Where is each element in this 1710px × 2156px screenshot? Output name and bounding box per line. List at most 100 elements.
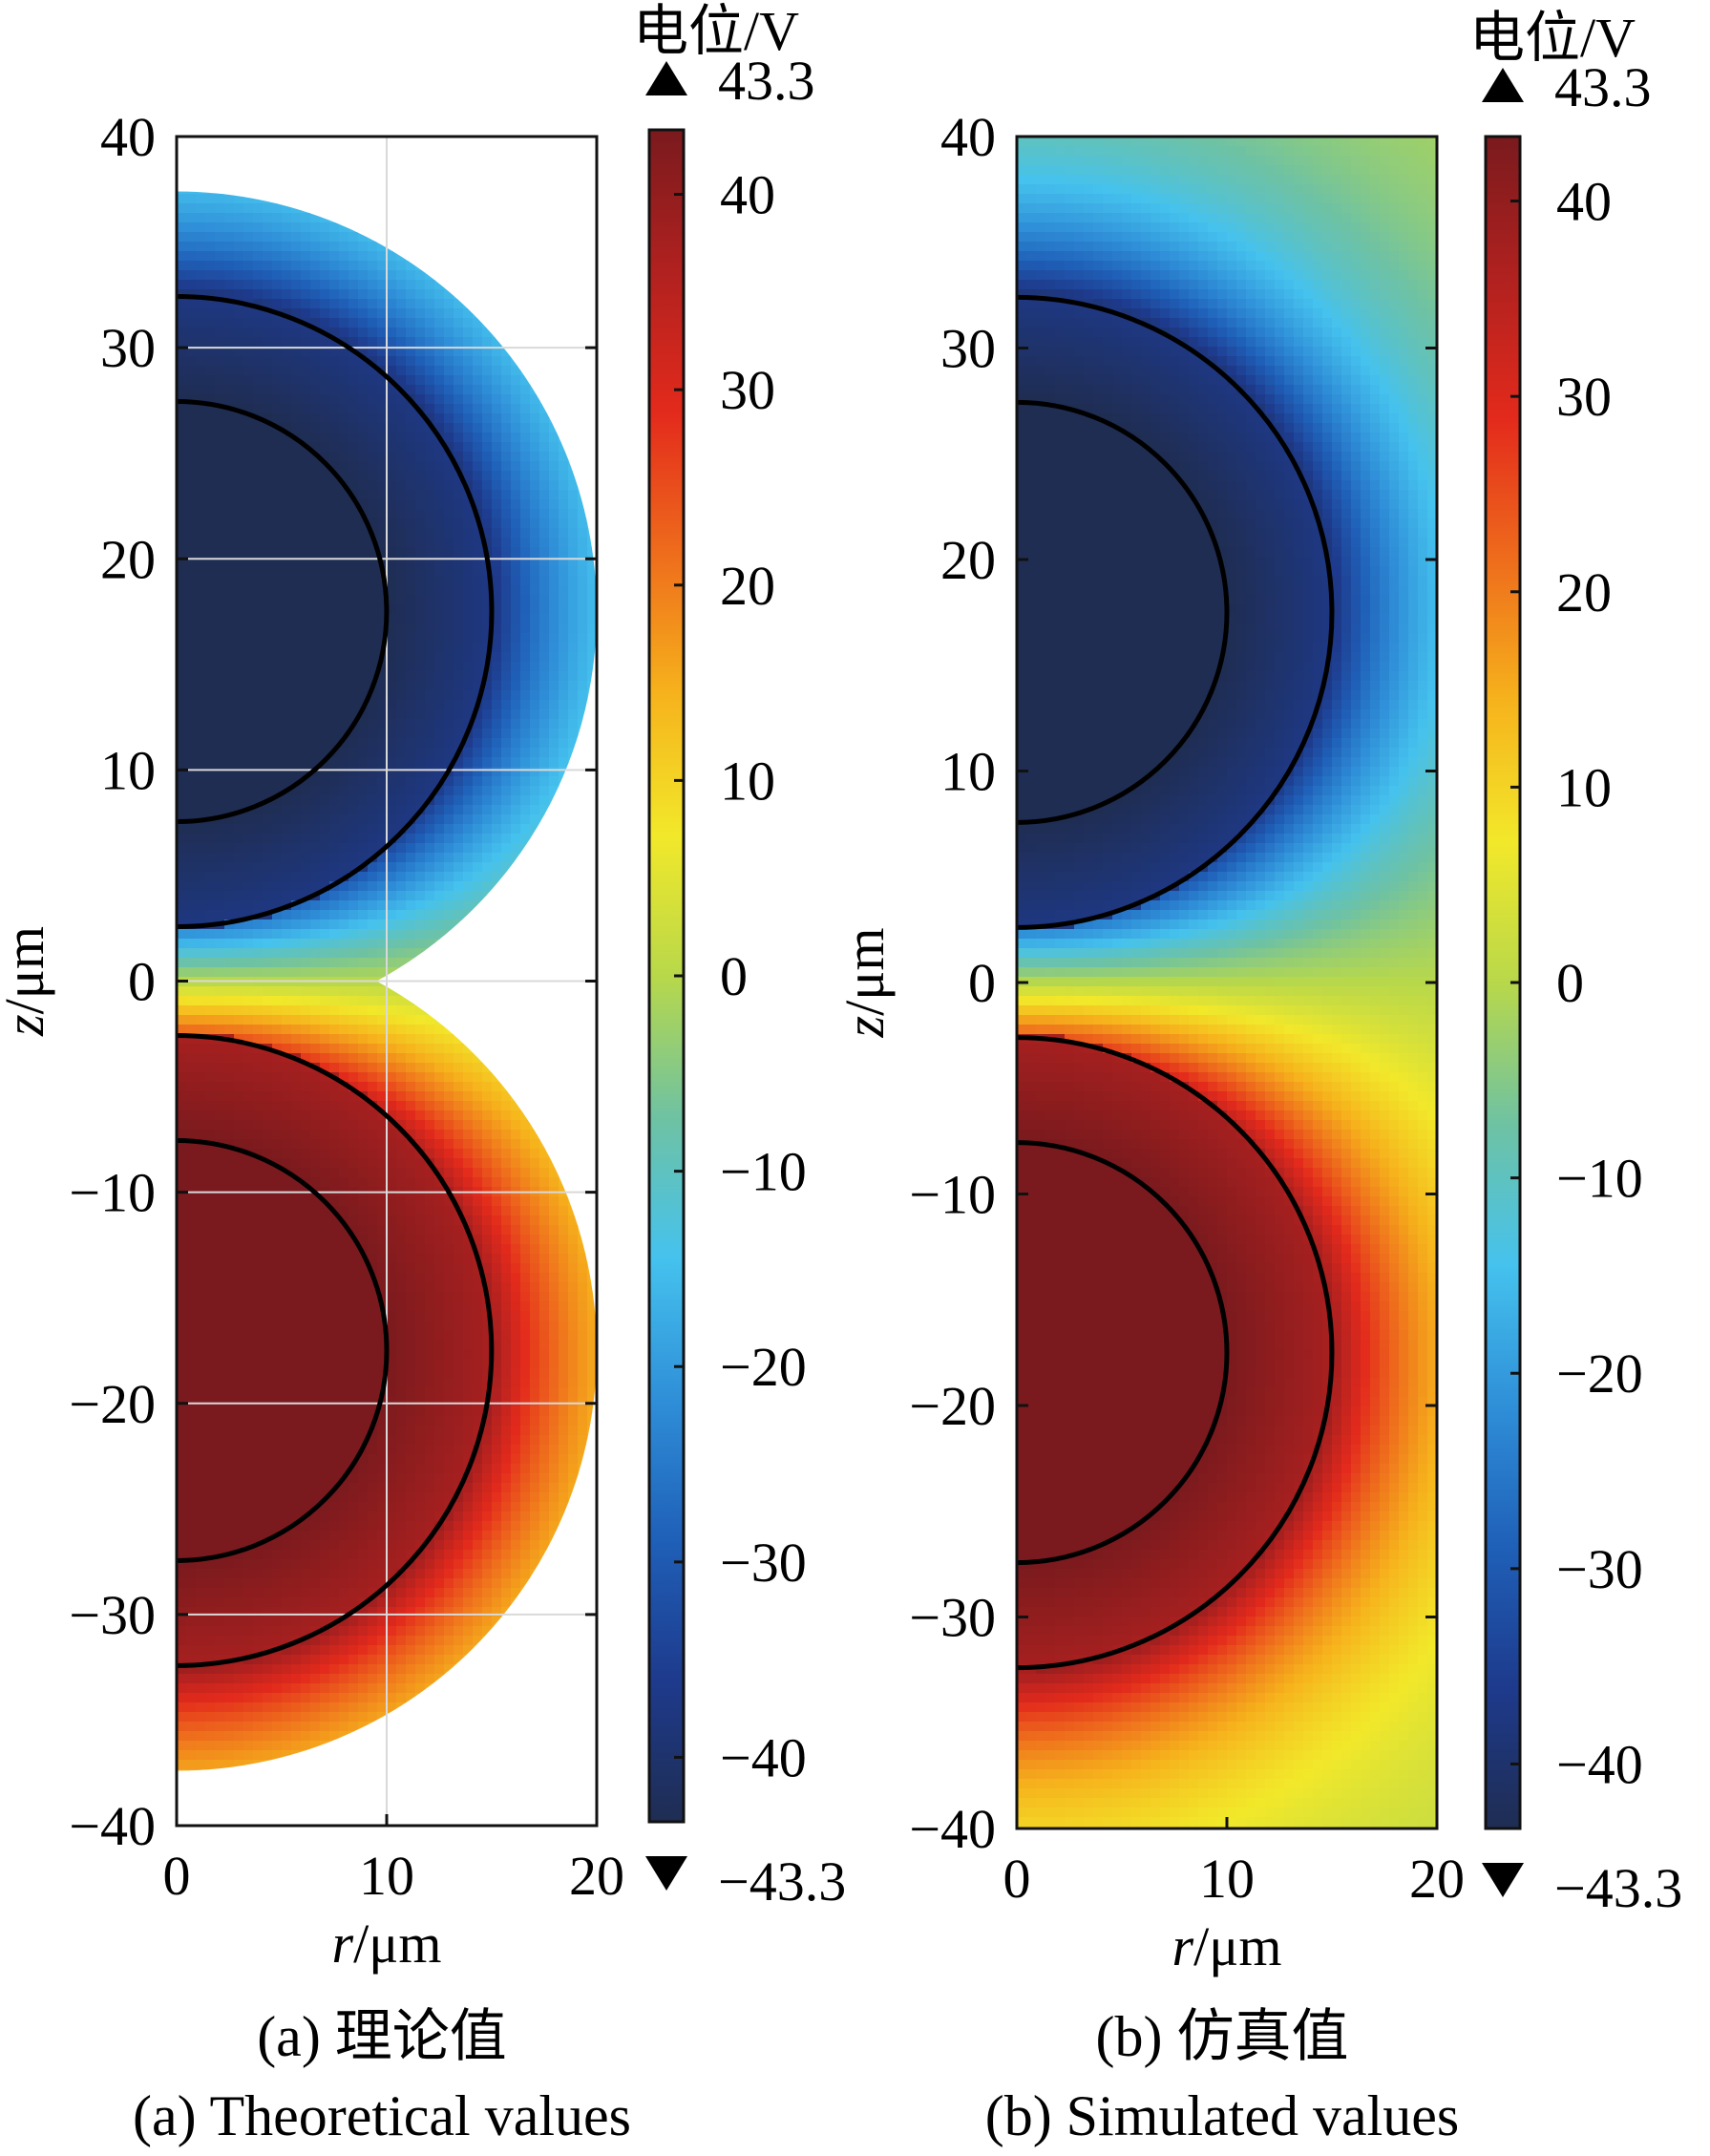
field-cell (444, 996, 454, 1006)
field-cell (215, 557, 225, 567)
field-cell (463, 1072, 474, 1083)
field-cell (549, 604, 559, 615)
field-cell (320, 404, 330, 414)
field-cell (205, 700, 216, 710)
field-cell (406, 900, 416, 911)
field-cell (559, 261, 569, 271)
field-cell (473, 652, 483, 663)
field-cell (578, 146, 588, 157)
field-cell (186, 614, 197, 624)
field-cell (568, 595, 579, 605)
field-cell (177, 1120, 187, 1131)
field-cell (348, 834, 359, 844)
field-cell (434, 137, 445, 147)
field-cell (578, 900, 588, 911)
field-cell (348, 748, 359, 758)
field-cell (339, 662, 349, 672)
field-cell (348, 939, 359, 949)
field-cell (549, 375, 559, 386)
field-cell (348, 1053, 359, 1064)
field-cell (186, 557, 197, 567)
field-cell (243, 767, 254, 777)
field-cell (186, 318, 197, 328)
field-cell (492, 394, 502, 405)
field-cell (348, 366, 359, 376)
field-cell (482, 1130, 493, 1140)
field-cell (234, 1177, 244, 1188)
field-cell (329, 738, 340, 749)
field-cell (205, 1206, 216, 1216)
field-cell (454, 423, 464, 433)
field-cell (177, 862, 187, 873)
field-cell (253, 289, 264, 300)
field-cell (501, 700, 512, 710)
field-cell (454, 499, 464, 510)
field-cell (320, 1120, 330, 1131)
field-cell (539, 709, 550, 720)
field-cell (415, 891, 426, 901)
field-cell (520, 280, 531, 290)
field-cell (539, 404, 550, 414)
field-cell (578, 518, 588, 529)
field-cell (291, 557, 302, 567)
field-cell (205, 375, 216, 386)
field-cell (310, 165, 321, 176)
field-cell (454, 900, 464, 911)
field-cell (549, 1025, 559, 1035)
field-cell (492, 576, 502, 586)
field-cell (559, 996, 569, 1006)
field-cell (320, 165, 330, 176)
field-cell (348, 1149, 359, 1159)
field-cell (348, 671, 359, 682)
field-cell (539, 986, 550, 997)
field-cell (291, 1158, 302, 1169)
field-cell (377, 1110, 388, 1121)
field-cell (301, 690, 311, 701)
field-cell (406, 280, 416, 290)
field-cell (234, 862, 244, 873)
field-cell (492, 652, 502, 663)
field-cell (253, 480, 264, 491)
field-cell (444, 843, 454, 854)
field-cell (224, 824, 235, 835)
field-cell (368, 1053, 378, 1064)
field-cell (482, 318, 493, 328)
field-cell (492, 480, 502, 491)
field-cell (539, 509, 550, 519)
field-cell (396, 814, 407, 825)
field-cell (492, 719, 502, 729)
field-cell (329, 662, 340, 672)
field-cell (339, 191, 349, 195)
field-cell (358, 146, 369, 157)
field-cell (272, 251, 283, 262)
field-cell (215, 614, 225, 624)
field-cell (501, 1196, 512, 1207)
field-cell (415, 251, 426, 262)
field-cell (387, 423, 397, 433)
field-cell (511, 280, 521, 290)
field-cell (501, 146, 512, 157)
field-cell (329, 375, 340, 386)
field-cell (272, 1120, 283, 1131)
field-cell (377, 776, 388, 787)
field-cell (234, 996, 244, 1006)
field-cell (501, 251, 512, 262)
field-cell (320, 1130, 330, 1140)
field-cell (253, 919, 264, 930)
field-cell (339, 1025, 349, 1035)
field-cell (301, 1034, 311, 1045)
field-cell (559, 499, 569, 510)
field-cell (568, 222, 579, 233)
field-cell (454, 203, 464, 214)
field-cell (482, 738, 493, 749)
field-cell (234, 1091, 244, 1102)
field-cell (559, 213, 569, 223)
field-cell (444, 604, 454, 615)
field-cell (578, 1072, 588, 1083)
field-cell (377, 662, 388, 672)
field-cell (434, 1063, 445, 1073)
field-cell (234, 222, 244, 233)
field-cell (253, 900, 264, 911)
field-cell (578, 375, 588, 386)
field-cell (578, 881, 588, 892)
